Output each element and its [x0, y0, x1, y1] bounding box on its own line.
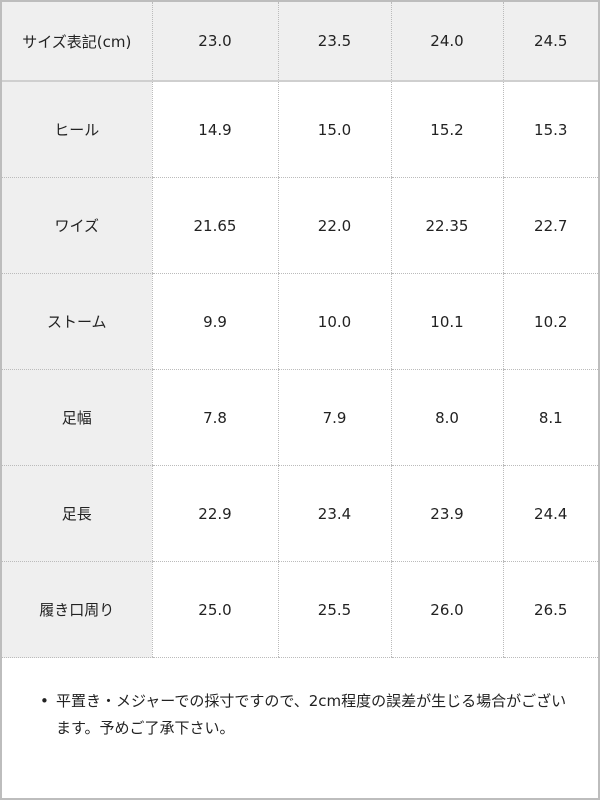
- table-header-row: サイズ表記(cm) 23.0 23.5 24.0 24.5: [2, 2, 598, 82]
- table-cell: 22.7: [502, 177, 598, 274]
- table-cell: 10.0: [277, 273, 391, 370]
- table-row: ワイズ 21.65 22.0 22.35 22.7: [2, 177, 598, 274]
- table-cell: 26.0: [390, 561, 503, 658]
- row-label: ワイズ: [2, 177, 152, 274]
- row-label: ストーム: [2, 273, 152, 370]
- table-cell: 15.2: [390, 81, 503, 178]
- table-cell: 22.9: [151, 465, 278, 562]
- table-cell: 7.9: [277, 369, 391, 466]
- table-cell: 26.5: [502, 561, 598, 658]
- table-cell: 7.8: [151, 369, 278, 466]
- table-cell: 15.3: [502, 81, 598, 178]
- header-label: サイズ表記(cm): [2, 2, 152, 82]
- table-cell: 25.5: [277, 561, 391, 658]
- note-text: 平置き・メジャーでの採寸ですので、2cm程度の誤差が生じる場合がございます。予め…: [56, 692, 567, 737]
- size-header: 24.0: [390, 2, 503, 82]
- table-cell: 24.4: [502, 465, 598, 562]
- row-label: 履き口周り: [2, 561, 152, 658]
- table-cell: 25.0: [151, 561, 278, 658]
- table-cell: 23.4: [277, 465, 391, 562]
- table-cell: 10.2: [502, 273, 598, 370]
- table-cell: 22.35: [390, 177, 503, 274]
- table-cell: 9.9: [151, 273, 278, 370]
- table-row: ストーム 9.9 10.0 10.1 10.2: [2, 273, 598, 370]
- table-cell: 14.9: [151, 81, 278, 178]
- row-label: 足長: [2, 465, 152, 562]
- table-cell: 23.9: [390, 465, 503, 562]
- bullet-icon: •: [40, 692, 49, 710]
- table-cell: 15.0: [277, 81, 391, 178]
- size-header: 23.5: [277, 2, 391, 82]
- size-header: 24.5: [502, 2, 598, 82]
- size-header: 23.0: [151, 2, 278, 82]
- table-row: ヒール 14.9 15.0 15.2 15.3: [2, 81, 598, 178]
- table-row: 履き口周り 25.0 25.5 26.0 26.5: [2, 561, 598, 658]
- size-table: サイズ表記(cm) 23.0 23.5 24.0 24.5 ヒール 14.9 15.…: [2, 2, 598, 658]
- table-row: 足長 22.9 23.4 23.9 24.4: [2, 465, 598, 562]
- table-cell: 22.0: [277, 177, 391, 274]
- row-label: 足幅: [2, 369, 152, 466]
- table-cell: 8.1: [502, 369, 598, 466]
- measurement-note: • 平置き・メジャーでの採寸ですので、2cm程度の誤差が生じる場合がございます。…: [2, 658, 598, 742]
- row-label: ヒール: [2, 81, 152, 178]
- table-cell: 10.1: [390, 273, 503, 370]
- table-cell: 21.65: [151, 177, 278, 274]
- table-cell: 8.0: [390, 369, 503, 466]
- table-row: 足幅 7.8 7.9 8.0 8.1: [2, 369, 598, 466]
